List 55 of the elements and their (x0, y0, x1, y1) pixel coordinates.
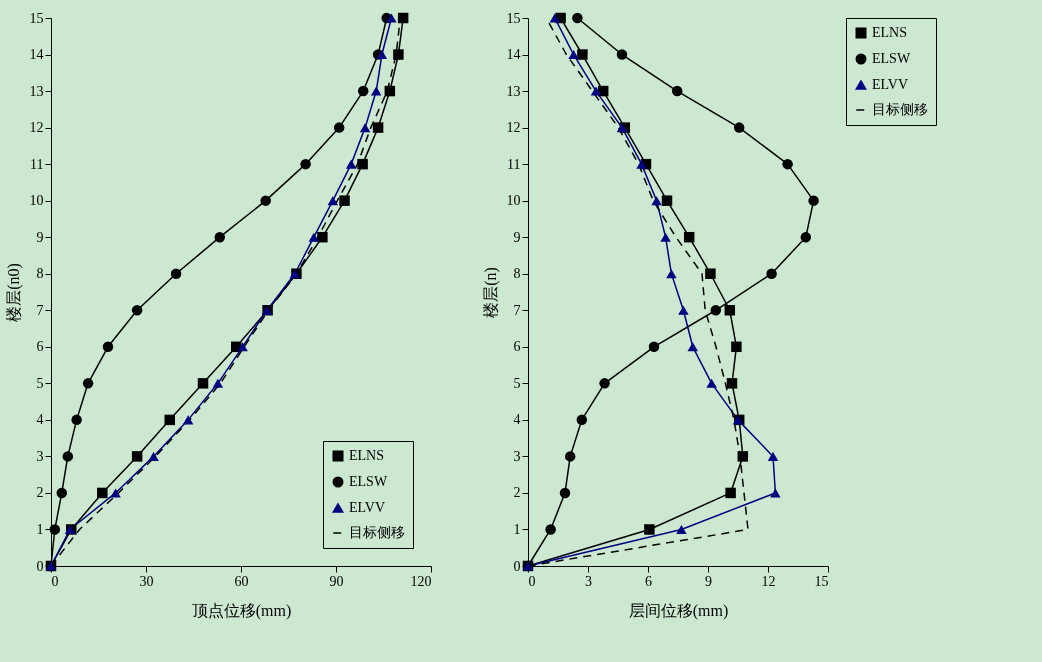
y-tick-label: 7 (36, 302, 44, 318)
x-tick-label: 12 (761, 573, 776, 589)
y-tick-label: 1 (36, 521, 44, 537)
y-tick-label: 0 (36, 558, 44, 574)
y-tick-label: 11 (30, 156, 44, 172)
x-tick-label: 9 (705, 573, 712, 589)
legend-label: ELSW (349, 474, 388, 489)
y-tick-label: 5 (36, 375, 44, 391)
y-tick-label: 8 (513, 266, 521, 282)
legend-label: 目标侧移 (872, 102, 928, 117)
y-tick-label: 15 (29, 10, 44, 26)
legend-label: ELSW (872, 51, 911, 66)
y-tick-label: 12 (506, 120, 521, 136)
y-tick-label: 9 (36, 229, 44, 245)
y-tick-label: 3 (36, 448, 44, 464)
x-tick-label: 6 (645, 573, 652, 589)
y-axis-title: 楼层(n0) (4, 263, 23, 322)
y-tick-label: 6 (513, 339, 521, 355)
y-axis-title: 楼层(n) (481, 267, 500, 318)
y-tick-label: 15 (506, 10, 521, 26)
y-tick-label: 10 (506, 193, 521, 209)
x-tick-label: 60 (234, 573, 249, 589)
legend-label: ELNS (872, 25, 907, 40)
y-tick-label: 1 (513, 521, 521, 537)
y-tick-label: 14 (506, 47, 521, 63)
y-tick-label: 8 (36, 266, 44, 282)
y-tick-label: 12 (29, 120, 44, 136)
y-tick-label: 7 (513, 302, 521, 318)
x-axis-title: 层间位移(mm) (628, 601, 729, 620)
y-tick-label: 9 (513, 229, 521, 245)
x-tick-label: 30 (139, 573, 154, 589)
y-tick-label: 2 (36, 485, 44, 501)
y-tick-label: 4 (513, 412, 521, 428)
legend-label: ELNS (349, 448, 384, 463)
legend-label: 目标侧移 (349, 525, 405, 540)
y-tick-label: 11 (507, 156, 521, 172)
x-tick-label: 15 (814, 573, 829, 589)
y-tick-label: 10 (29, 193, 44, 209)
x-tick-label: 3 (585, 573, 592, 589)
y-tick-label: 3 (513, 448, 521, 464)
x-tick-label: 90 (329, 573, 344, 589)
y-tick-label: 0 (513, 558, 521, 574)
y-tick-label: 2 (513, 485, 521, 501)
x-tick-label: 0 (528, 573, 536, 589)
y-tick-label: 13 (506, 83, 521, 99)
legend-label: ELVV (872, 77, 909, 92)
y-tick-label: 5 (513, 375, 521, 391)
y-tick-label: 4 (36, 412, 44, 428)
y-tick-label: 6 (36, 339, 44, 355)
x-tick-label: 120 (410, 573, 432, 589)
legend-label: ELVV (349, 500, 386, 515)
x-axis-title: 顶点位移(mm) (191, 601, 292, 620)
y-tick-label: 14 (29, 47, 44, 63)
x-tick-label: 0 (51, 573, 59, 589)
y-tick-label: 13 (29, 83, 44, 99)
